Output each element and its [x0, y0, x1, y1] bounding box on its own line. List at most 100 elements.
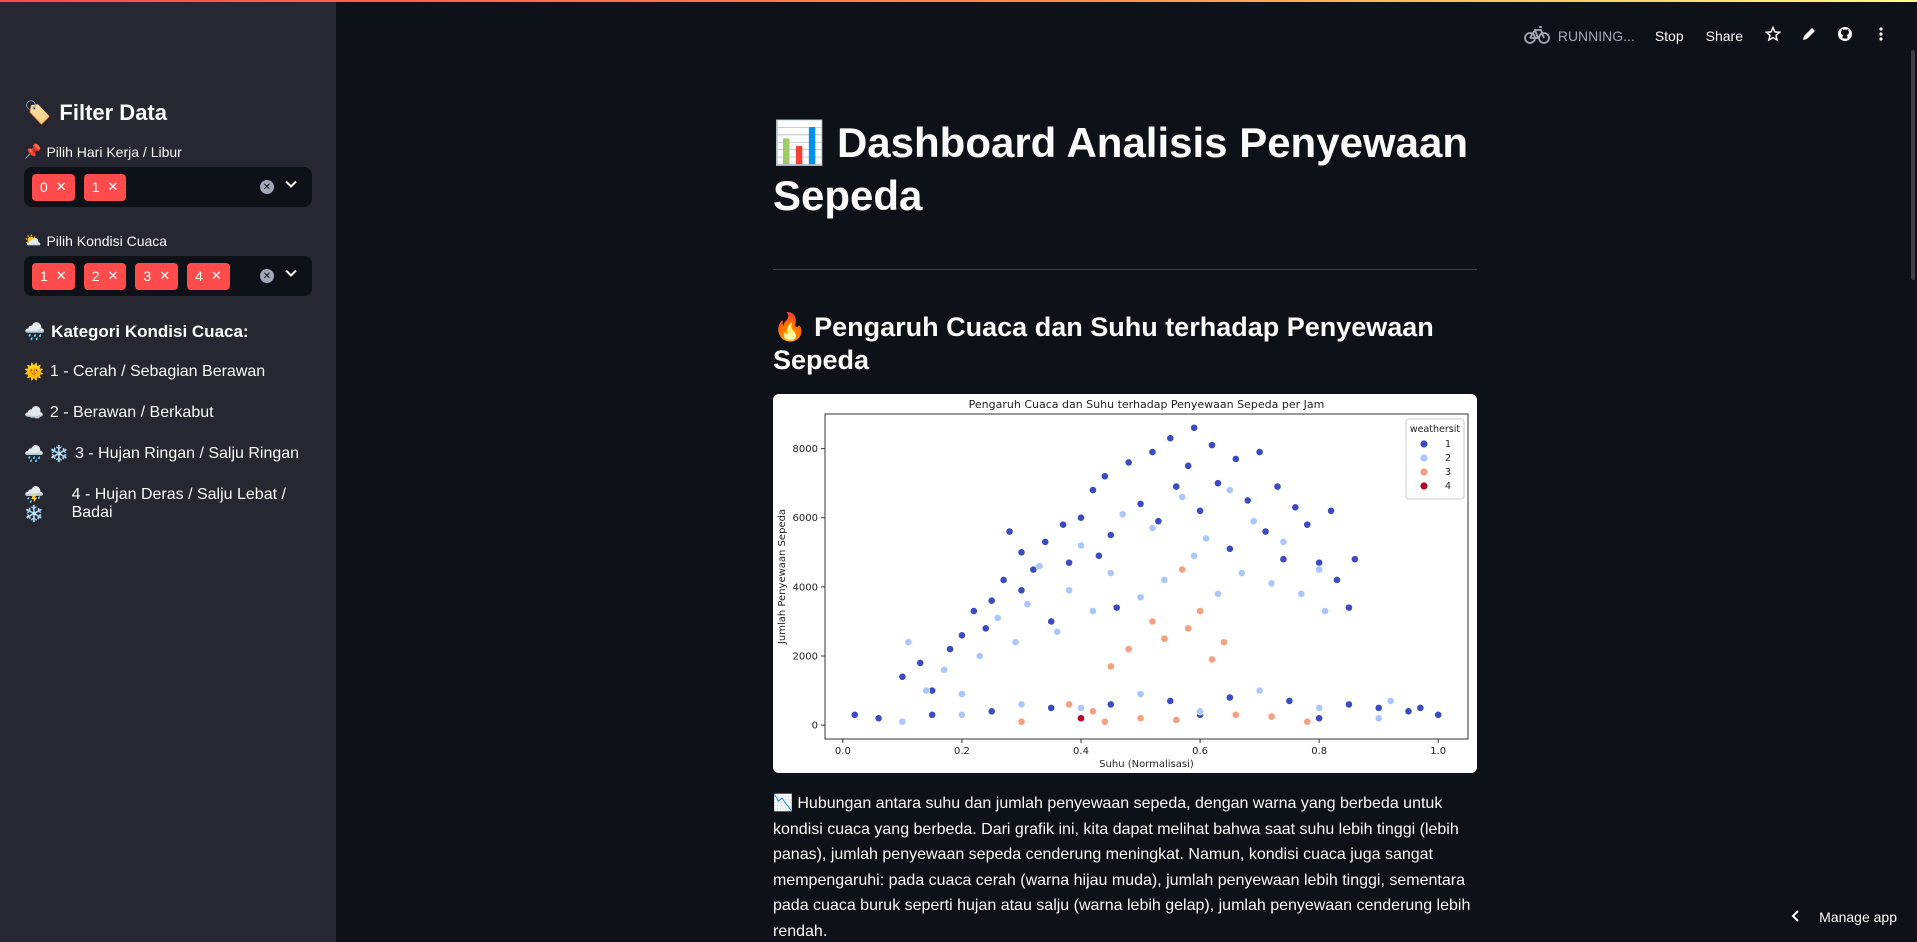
legend-marker: [1420, 440, 1428, 448]
data-point: [1214, 479, 1222, 488]
data-point: [1214, 589, 1222, 598]
share-button[interactable]: Share: [1705, 28, 1743, 44]
data-point: [1315, 714, 1324, 723]
data-point: [1291, 503, 1300, 512]
remove-tag-icon[interactable]: ✕: [210, 268, 222, 283]
data-point: [940, 665, 948, 674]
chevron-down-icon[interactable]: [284, 177, 298, 194]
legend-title: weathersit: [1410, 424, 1461, 435]
remove-tag-icon[interactable]: ✕: [107, 179, 119, 194]
data-point: [1100, 717, 1109, 726]
github-icon[interactable]: [1837, 26, 1853, 47]
page-title-text: Dashboard Analisis Penyewaan Sepeda: [773, 119, 1468, 219]
category-text: 2 - Berawan / Berkabut: [49, 403, 214, 421]
data-point: [1374, 714, 1383, 723]
data-point: [1154, 517, 1163, 526]
data-point: [1345, 603, 1353, 612]
data-point: [1249, 517, 1258, 526]
remove-tag-icon[interactable]: ✕: [55, 268, 67, 283]
fire-icon: 🔥: [773, 312, 807, 343]
data-point: [1303, 717, 1312, 726]
data-point: [1124, 458, 1133, 467]
data-point: [1327, 506, 1335, 515]
running-progress-bar: [0, 0, 1917, 2]
y-tick-label: 6000: [793, 513, 818, 524]
data-point: [1345, 700, 1353, 709]
tag-label: 3: [143, 268, 152, 284]
data-point: [1321, 607, 1330, 615]
remove-tag-icon[interactable]: ✕: [55, 179, 67, 194]
legend-marker: [1420, 468, 1428, 476]
data-point: [1184, 461, 1193, 470]
data-point: [1017, 586, 1026, 595]
data-point: [1041, 538, 1050, 546]
filter-weather-tag[interactable]: 3 ✕: [135, 262, 179, 290]
app-toolbar: RUNNING... Stop Share: [1523, 24, 1889, 48]
data-point: [1386, 697, 1395, 705]
data-point: [1190, 423, 1199, 432]
stop-button[interactable]: Stop: [1654, 28, 1684, 44]
legend-label: 3: [1445, 467, 1451, 478]
filter-day-tag[interactable]: 0 ✕: [32, 173, 75, 201]
chevron-down-icon[interactable]: [284, 266, 298, 283]
data-point: [1029, 565, 1038, 574]
legend-marker: [1420, 482, 1428, 490]
scrollbar-thumb[interactable]: [1911, 50, 1915, 280]
data-point: [1315, 558, 1324, 567]
pencil-icon[interactable]: [1801, 26, 1817, 47]
data-point: [1261, 527, 1270, 536]
filter-day-tag[interactable]: 1 ✕: [83, 173, 127, 201]
data-point: [1208, 655, 1216, 664]
manage-app-button[interactable]: Manage app: [1791, 902, 1897, 932]
remove-tag-icon[interactable]: ✕: [159, 268, 171, 283]
sun-icon: 🌞: [24, 362, 44, 381]
data-point: [1106, 700, 1115, 709]
more-icon[interactable]: [1873, 26, 1889, 47]
category-text: 3 - Hujan Ringan / Salju Ringan: [74, 444, 300, 462]
data-point: [1160, 634, 1169, 643]
star-icon[interactable]: [1764, 25, 1782, 47]
data-point: [975, 652, 984, 660]
legend-label: 4: [1445, 481, 1451, 492]
data-point: [1035, 562, 1044, 571]
clear-all-icon[interactable]: ✕: [260, 269, 274, 283]
categories-title-text: Kategori Kondisi Cuaca:: [51, 322, 249, 341]
scatter-chart: Pengaruh Cuaca dan Suhu terhadap Penyewa…: [773, 394, 1477, 773]
pin-icon: 📌: [24, 144, 42, 160]
filter-weather-tag[interactable]: 1 ✕: [32, 262, 75, 290]
data-point: [1404, 707, 1413, 716]
data-point: [1059, 520, 1068, 529]
data-point: [904, 638, 913, 647]
remove-tag-icon[interactable]: ✕: [107, 268, 119, 283]
filter-weather-tag[interactable]: 4 ✕: [187, 262, 230, 290]
sidebar: 🏷️ Filter Data 📌 Pilih Hari Kerja / Libu…: [0, 0, 336, 942]
data-point: [1089, 707, 1097, 716]
filter-weather-multiselect[interactable]: 1 ✕ 2 ✕ 3 ✕ 4 ✕ ✕: [24, 256, 312, 296]
clear-all-icon[interactable]: ✕: [260, 180, 274, 194]
data-point: [999, 576, 1008, 584]
category-item: ⛈️ ❄️ 4 - Hujan Deras / Salju Lebat / Ba…: [24, 485, 312, 523]
data-point: [1112, 603, 1121, 612]
category-item: ☁️ 2 - Berawan / Berkabut: [24, 403, 312, 422]
data-point: [1077, 513, 1085, 522]
filter-weather-tag[interactable]: 2 ✕: [83, 262, 127, 290]
tag-label: 1: [40, 268, 48, 284]
filter-weather-label-text: Pilih Kondisi Cuaca: [46, 233, 168, 249]
tag-label: 2: [91, 268, 100, 284]
data-point: [1196, 506, 1204, 515]
data-point: [1178, 565, 1187, 574]
page-title: 📊 Dashboard Analisis Penyewaan Sepeda: [773, 116, 1477, 222]
data-point: [958, 710, 966, 719]
data-point: [1225, 544, 1234, 553]
sidebar-title: 🏷️ Filter Data: [24, 100, 312, 126]
data-point: [1184, 624, 1193, 633]
data-point: [1094, 551, 1103, 560]
chart-description: 📉 Hubungan antara suhu dan jumlah penyew…: [773, 790, 1477, 942]
data-point: [1148, 617, 1157, 626]
tag-icon: 🏷️: [24, 100, 52, 126]
data-point: [1017, 717, 1026, 726]
scrollbar[interactable]: [1911, 0, 1917, 942]
y-tick-label: 2000: [793, 652, 818, 663]
x-tick-label: 0.2: [954, 746, 970, 757]
filter-day-multiselect[interactable]: 0 ✕ 1 ✕ ✕: [24, 167, 312, 207]
